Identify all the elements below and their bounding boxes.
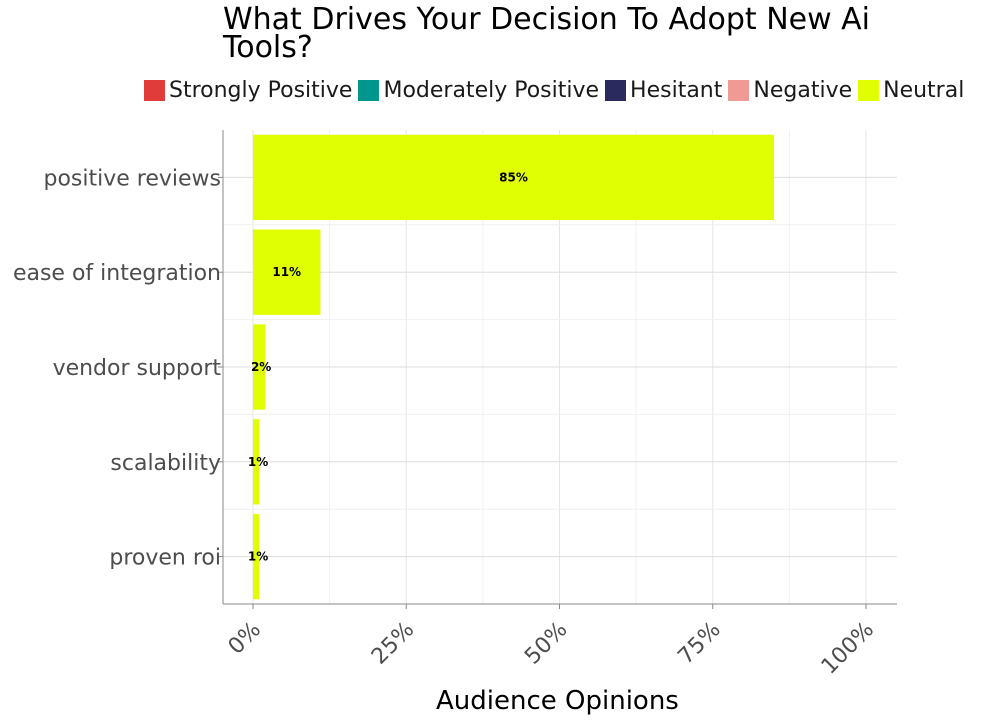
legend-label: Negative [753,77,853,103]
x-tick-label: 75% [673,617,725,669]
legend-swatch [144,79,165,101]
y-tick-label: scalability [110,451,221,476]
data-label: 1% [248,455,268,469]
legend-label: Neutral [883,77,965,103]
legend-item-strongly-positive: Strongly Positive [144,78,352,103]
legend-swatch [358,79,380,101]
x-axis-title: Audience Opinions [436,686,679,716]
bar-vendor-support [253,324,266,410]
bar-ease-of-integration [253,229,321,315]
data-label: 85% [499,170,528,184]
y-tick-label: positive reviews [43,166,221,191]
legend-item-moderately-positive: Moderately Positive [358,78,599,103]
x-tick-label: 50% [520,617,572,669]
chart-title: What Drives Your Decision To Adopt New A… [223,2,871,65]
legend-swatch [858,79,880,101]
bar-proven-roi [253,513,260,600]
x-tick-label: 100% [817,617,879,679]
data-label: 11% [272,265,301,279]
legend-item-hesitant: Hesitant [605,78,722,103]
y-tick-label: proven roi [109,546,221,571]
y-tick-label: vendor support [53,356,222,381]
legend-swatch [605,79,627,101]
x-tick-label: 25% [367,617,419,669]
bar-positive-reviews [253,134,775,221]
legend: Strongly Positive Moderately Positive He… [144,76,970,104]
legend-label: Moderately Positive [383,77,600,103]
legend-label: Strongly Positive [169,77,353,103]
legend-item-neutral: Neutral [858,78,964,103]
data-label: 2% [251,360,271,374]
y-tick-label: ease of integration [13,261,221,286]
bar-scalability [253,419,260,505]
legend-item-negative: Negative [728,78,852,103]
x-tick-label: 0% [224,617,266,659]
legend-label: Hesitant [630,77,723,103]
legend-swatch [728,79,750,101]
data-label: 1% [248,550,268,564]
